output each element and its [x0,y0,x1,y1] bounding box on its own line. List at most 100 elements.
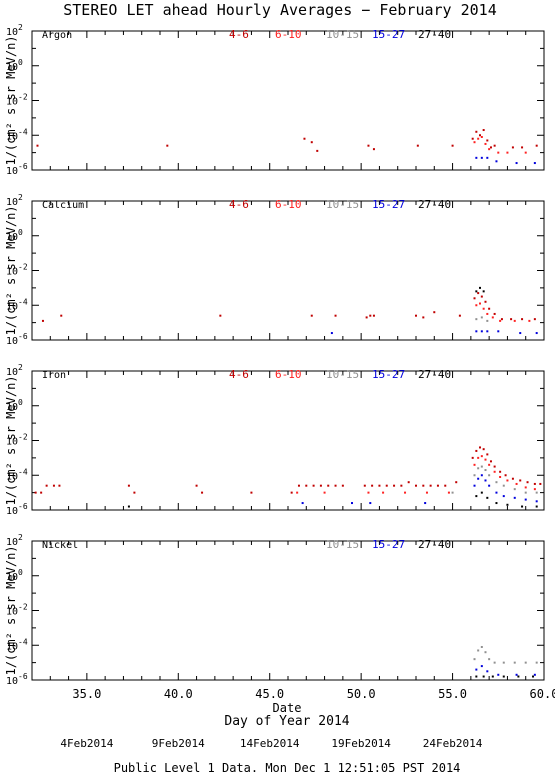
data-point-4-6 [458,314,461,317]
legend-15-27: 15-27 [372,538,405,551]
x-tick-label: 55.0 [438,687,467,701]
data-point-4-6 [305,484,308,487]
data-point-6-10 [404,491,407,494]
data-point-27-40 [532,675,535,678]
data-point-10-15 [488,658,491,661]
data-point-4-6 [45,484,48,487]
data-point-6-10 [488,148,491,151]
data-point-15-27 [515,673,518,676]
data-point-6-10 [524,151,527,154]
legend-15-27: 15-27 [372,368,405,381]
data-point-10-15 [502,484,505,487]
data-point-4-6 [36,144,39,147]
data-point-10-15 [484,651,487,654]
data-point-4-6 [471,137,474,140]
data-point-6-10 [475,304,478,307]
data-point-4-6 [52,484,55,487]
data-point-6-10 [382,491,385,494]
data-point-4-6 [493,465,496,468]
legend-10-15: 10-15 [326,368,359,381]
data-point-4-6 [493,144,496,147]
date-axis-label: Date [273,701,302,715]
data-point-4-6 [535,144,538,147]
data-point-15-27 [301,502,304,505]
data-point-27-40 [495,502,498,505]
data-point-6-10 [484,458,487,461]
data-point-4-6 [422,316,425,319]
data-point-15-27 [519,332,522,335]
plot-frame [31,30,545,171]
data-point-27-40 [475,495,478,498]
data-point-27-40 [475,675,478,678]
data-point-6-10 [497,151,500,154]
data-point-15-27 [486,670,489,673]
legend-6-10: 6-10 [275,28,302,41]
y-tick-label: 10-2 [6,603,28,618]
data-point-6-10 [367,491,370,494]
legend-27-40: 27-40 [418,538,451,551]
data-point-6-10 [425,491,428,494]
data-point-4-6 [511,477,514,480]
legend-4-6: 4-6 [229,28,249,41]
data-point-4-6 [415,484,417,487]
data-point-15-27 [533,162,536,165]
legend-4-6: 4-6 [229,368,249,381]
data-point-15-27 [524,498,527,501]
data-point-6-10 [484,142,487,145]
data-point-4-6 [471,456,474,459]
data-point-27-40 [127,505,130,508]
data-point-10-15 [477,649,480,652]
legend-27-40: 27-40 [418,368,451,381]
legend-27-40: 27-40 [418,198,451,211]
data-point-4-6 [415,314,417,317]
legend-6-10: 6-10 [275,368,302,381]
data-point-4-6 [369,314,372,317]
data-point-4-6 [422,484,425,487]
data-point-4-6 [486,139,489,142]
data-point-6-10 [477,137,480,140]
data-point-10-15 [477,467,480,470]
data-point-4-6 [436,484,439,487]
data-point-10-15 [535,491,538,494]
data-point-15-27 [513,496,516,499]
data-point-4-6 [521,146,524,149]
date-tick-label: 19Feb2014 [331,737,391,750]
data-point-10-15 [484,469,487,472]
y-tick-label: 10-2 [6,93,28,108]
data-point-6-10 [482,307,485,310]
data-point-27-40 [475,290,478,293]
data-point-10-15 [513,488,516,491]
date-tick-label: 9Feb2014 [152,737,205,750]
data-point-10-15 [502,661,505,664]
data-point-15-27 [480,665,483,668]
data-point-4-6 [166,144,169,147]
data-point-27-40 [482,290,485,293]
data-point-4-6 [500,318,503,321]
data-point-4-6 [429,484,432,487]
data-point-4-6 [290,491,293,494]
data-point-15-27 [473,484,476,487]
data-point-4-6 [533,318,536,321]
data-point-15-27 [369,502,372,505]
data-point-4-6 [480,295,483,298]
data-point-4-6 [504,474,507,477]
panel-title: Nickel [42,540,78,551]
data-point-27-40 [535,505,538,508]
data-point-4-6 [400,484,403,487]
y-axis-label: 1/(cm² s sr MeV/n) [4,35,18,165]
data-point-4-6 [475,449,478,452]
data-point-4-6 [488,307,491,310]
data-point-4-6 [519,479,522,482]
data-point-6-10 [524,486,527,489]
data-point-15-27 [495,491,498,494]
y-tick-label: 10-4 [6,467,28,482]
data-point-4-6 [58,484,61,487]
data-point-27-40 [491,675,494,678]
data-point-4-6 [510,318,513,321]
data-point-10-15 [493,661,496,664]
data-point-10-15 [480,645,483,648]
y-tick-label: 10-4 [6,297,28,312]
date-tick-label: 14Feb2014 [240,737,300,750]
legend-15-27: 15-27 [372,28,405,41]
